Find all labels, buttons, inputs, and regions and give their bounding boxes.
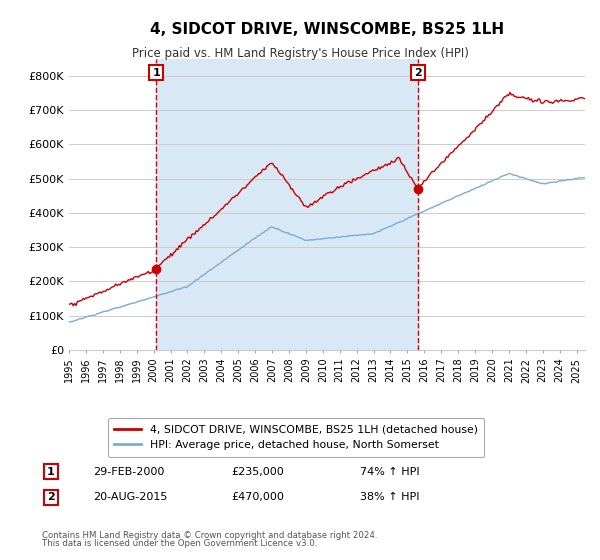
Title: 4, SIDCOT DRIVE, WINSCOMBE, BS25 1LH: 4, SIDCOT DRIVE, WINSCOMBE, BS25 1LH <box>150 22 504 37</box>
Legend: 4, SIDCOT DRIVE, WINSCOMBE, BS25 1LH (detached house), HPI: Average price, detac: 4, SIDCOT DRIVE, WINSCOMBE, BS25 1LH (de… <box>107 418 484 457</box>
Text: 20-AUG-2015: 20-AUG-2015 <box>93 492 167 502</box>
Bar <box>156 59 418 350</box>
Text: £235,000: £235,000 <box>231 466 284 477</box>
Text: £470,000: £470,000 <box>231 492 284 502</box>
Text: 29-FEB-2000: 29-FEB-2000 <box>93 466 164 477</box>
Text: Price paid vs. HM Land Registry's House Price Index (HPI): Price paid vs. HM Land Registry's House … <box>131 46 469 60</box>
Text: 2: 2 <box>414 68 422 77</box>
Text: 1: 1 <box>47 466 55 477</box>
Text: 38% ↑ HPI: 38% ↑ HPI <box>360 492 419 502</box>
Text: Contains HM Land Registry data © Crown copyright and database right 2024.: Contains HM Land Registry data © Crown c… <box>42 531 377 540</box>
Text: 1: 1 <box>152 68 160 77</box>
Text: 74% ↑ HPI: 74% ↑ HPI <box>360 466 419 477</box>
Text: 2: 2 <box>47 492 55 502</box>
Text: This data is licensed under the Open Government Licence v3.0.: This data is licensed under the Open Gov… <box>42 539 317 548</box>
